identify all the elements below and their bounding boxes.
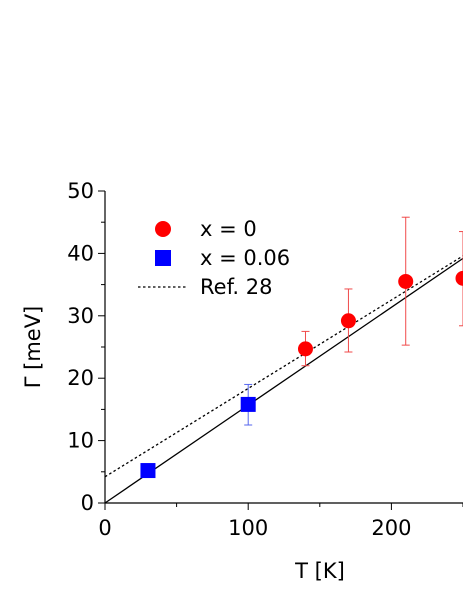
data-point-square — [140, 463, 156, 479]
legend-marker-circle — [155, 221, 171, 237]
data-point-circle — [297, 341, 313, 357]
data-point-square — [240, 396, 256, 412]
y-tick-label: 0 — [81, 491, 94, 515]
x-tick-label: 200 — [371, 516, 411, 540]
data-point-circle — [455, 270, 463, 286]
data-point-circle — [340, 313, 356, 329]
x-tick-label: 100 — [228, 516, 268, 540]
legend-label: x = 0 — [200, 217, 257, 241]
y-tick-label: 40 — [67, 241, 94, 265]
line-fit — [104, 257, 463, 504]
y-tick-label: 10 — [67, 429, 94, 453]
y-axis-title: Γ [meV] — [21, 306, 45, 389]
y-tick-label: 20 — [67, 366, 94, 390]
y-tick-label: 30 — [67, 304, 94, 328]
legend-marker-square — [155, 250, 171, 266]
x-tick-label: 0 — [98, 516, 111, 540]
fit-lines — [104, 255, 463, 504]
y-tick-label: 50 — [67, 179, 94, 203]
data-points — [140, 216, 463, 479]
legend: x = 0 x = 0.06 Ref. 28 — [138, 217, 290, 299]
x-axis-title: T [K] — [294, 559, 345, 583]
axes: 0 100 200 0 10 20 30 40 50 T [K] Γ [meV] — [21, 179, 463, 583]
data-point-circle — [398, 273, 414, 289]
line-ref-28 — [104, 255, 463, 478]
legend-label: Ref. 28 — [200, 275, 273, 299]
legend-label: x = 0.06 — [200, 246, 290, 270]
